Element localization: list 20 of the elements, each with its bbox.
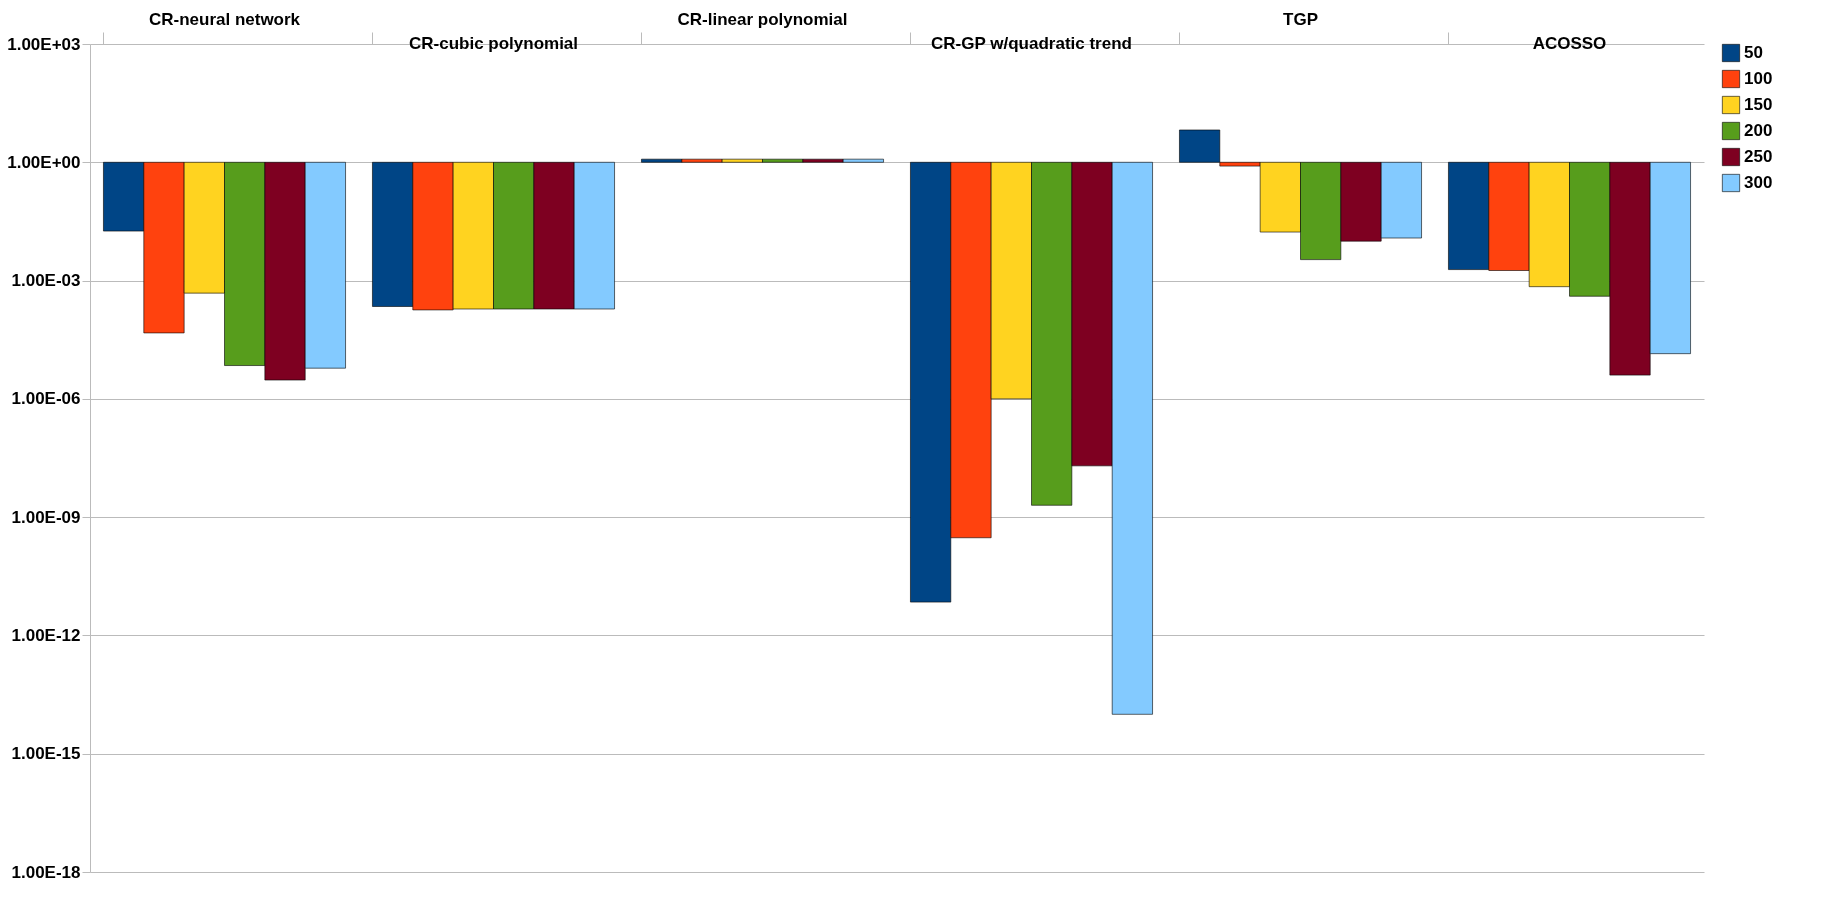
- y-tick-label: 1.00E-18: [11, 862, 81, 882]
- y-tick-label: 1.00E-12: [11, 625, 81, 645]
- x-tick-label: CR-cubic polynomial: [408, 33, 579, 53]
- legend-label: 300: [1744, 173, 1773, 192]
- x-tick-label: CR-neural network: [148, 9, 301, 29]
- x-tick-label: CR-linear polynomial: [677, 9, 848, 29]
- y-tick-label: 1.00E-03: [11, 271, 81, 291]
- y-tick-label: 1.00E+00: [7, 152, 81, 172]
- legend-label: 200: [1744, 121, 1773, 140]
- x-tick-label: ACOSSO: [1532, 33, 1607, 53]
- x-tick-label: CR-GP w/quadratic trend: [931, 33, 1132, 53]
- y-tick-label: 1.00E-09: [11, 507, 81, 527]
- legend-label: 150: [1744, 95, 1773, 114]
- y-tick-label: 1.00E-15: [11, 744, 81, 764]
- y-tick-label: 1.00E-06: [11, 389, 81, 409]
- x-tick-label: TGP: [1283, 9, 1318, 29]
- y-tick-label: 1.00E+03: [7, 34, 81, 54]
- legend-label: 100: [1744, 69, 1773, 88]
- legend-label: 250: [1744, 147, 1773, 166]
- legend-label: 50: [1744, 43, 1763, 62]
